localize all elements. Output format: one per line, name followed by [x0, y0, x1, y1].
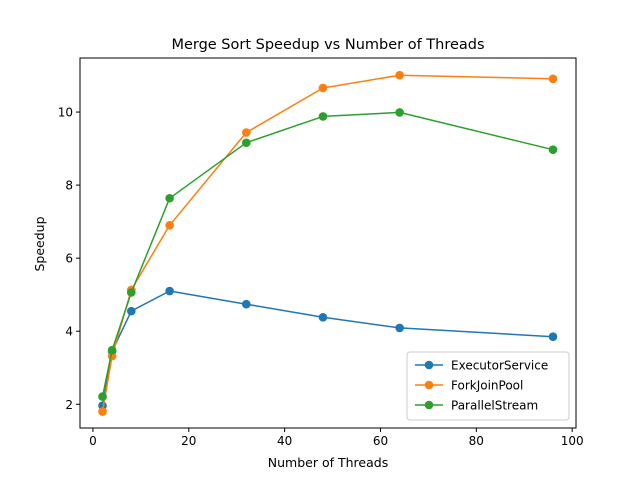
data-point — [165, 193, 174, 203]
data-point — [126, 306, 136, 316]
legend-label: ForkJoinPool — [451, 379, 523, 393]
axis-ticks: 0 20 40 60 80 100 2 4 6 8 10 — [58, 106, 584, 448]
y-tick-label: 6 — [65, 252, 73, 266]
legend-label: ParallelStream — [451, 399, 538, 413]
data-point — [548, 74, 558, 84]
legend: ExecutorService ForkJoinPool ParallelStrea… — [406, 351, 570, 421]
x-tick-label: 20 — [181, 434, 196, 448]
data-point — [165, 220, 174, 230]
x-tick-label: 80 — [469, 434, 484, 448]
x-tick-label: 60 — [373, 434, 388, 448]
data-point — [107, 345, 117, 355]
data-point — [165, 286, 174, 296]
legend-marker — [424, 360, 434, 370]
series-line — [101, 74, 554, 412]
x-tick-label: 0 — [89, 434, 97, 448]
data-point — [241, 138, 251, 148]
data-point — [548, 332, 558, 341]
data-point — [395, 70, 404, 80]
data-point — [126, 288, 136, 297]
data-point — [241, 299, 251, 309]
y-tick-label: 10 — [58, 106, 73, 120]
y-tick-label: 2 — [65, 398, 73, 412]
y-tick-label: 8 — [65, 179, 73, 193]
legend-label: ExecutorService — [451, 359, 548, 373]
data-point — [98, 392, 107, 401]
y-axis-label: Speedup — [32, 216, 47, 271]
legend-marker — [424, 380, 434, 390]
x-tick-label: 100 — [561, 434, 584, 448]
plot-series — [98, 70, 558, 416]
legend-box — [406, 351, 570, 421]
x-axis-label: Number of Threads — [268, 455, 388, 470]
x-tick-label: 40 — [277, 434, 292, 448]
data-point — [241, 128, 251, 137]
data-point — [395, 323, 404, 333]
axes-frame — [79, 57, 577, 429]
y-tick-label: 4 — [65, 325, 73, 339]
data-point — [98, 407, 107, 416]
legend-marker — [424, 400, 434, 410]
chart-title: Merge Sort Speedup vs Number of Threads — [171, 37, 484, 53]
data-point — [318, 112, 328, 121]
data-point — [318, 313, 328, 322]
data-point — [548, 145, 558, 154]
series-line — [101, 111, 554, 397]
data-point — [395, 108, 404, 117]
series-parallelstream — [98, 108, 558, 401]
data-point — [318, 83, 328, 93]
